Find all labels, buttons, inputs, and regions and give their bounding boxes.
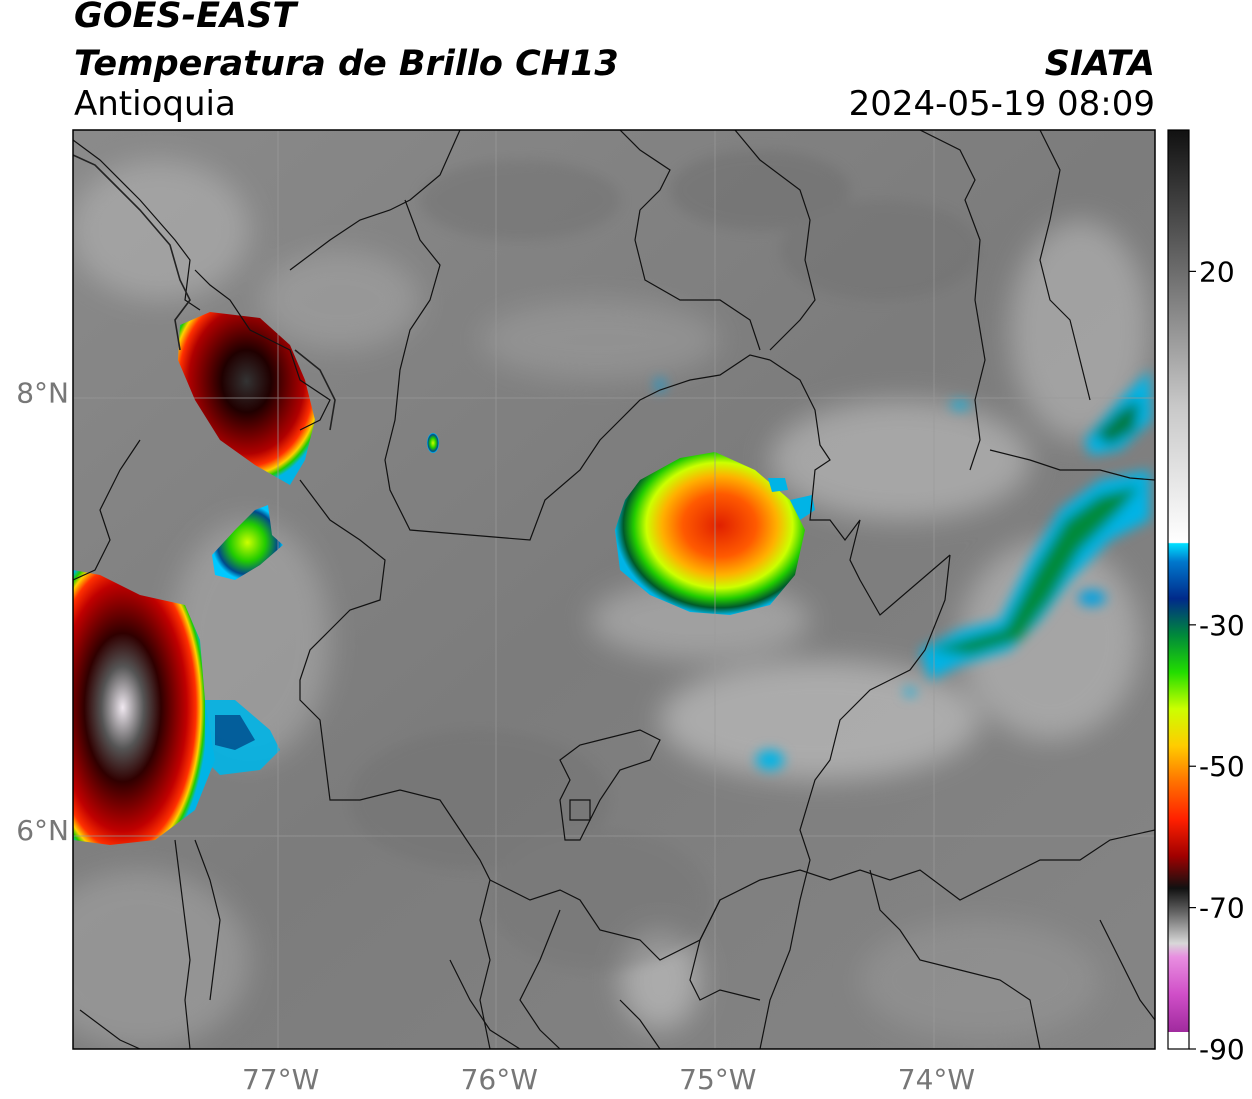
graticule — [73, 130, 1155, 1049]
map-frame — [72, 129, 1156, 1050]
colorbar-tick-label: -70 — [1199, 892, 1245, 925]
satellite-title: GOES-EAST — [74, 0, 297, 36]
lat-tick-label: 6°N — [16, 814, 69, 847]
datetime-label: 2024-05-19 08:09 — [848, 84, 1155, 124]
admin-borders — [73, 130, 1155, 1049]
colorbar-tick-label: -30 — [1199, 609, 1245, 642]
latitude-ticks: 8°N 6°N — [16, 377, 69, 848]
org-label: SIATA — [1044, 44, 1155, 84]
lon-tick-label: 74°W — [898, 1063, 975, 1096]
product-title: Temperatura de Brillo CH13 — [74, 44, 619, 84]
colorbar-gradient — [1168, 130, 1189, 1049]
region-label: Antioquia — [74, 84, 236, 124]
longitude-ticks: 77°W 76°W 75°W 74°W — [242, 1063, 975, 1096]
colorbar-tick-label: 20 — [1199, 255, 1235, 288]
lat-tick-label: 8°N — [16, 377, 69, 410]
colorbar-frame — [1167, 129, 1190, 1050]
colorbar-tick-label: -90 — [1199, 1033, 1245, 1066]
satellite-imagery — [73, 130, 1155, 1049]
lon-tick-label: 77°W — [242, 1063, 319, 1096]
lon-tick-label: 76°W — [461, 1063, 538, 1096]
colorbar-tick-label: -50 — [1199, 750, 1245, 783]
colorbar: 20 -30 -50 -70 -90 — [1167, 129, 1245, 1066]
colorbar-min-swatch — [1168, 1032, 1189, 1049]
lon-tick-label: 75°W — [679, 1063, 756, 1096]
